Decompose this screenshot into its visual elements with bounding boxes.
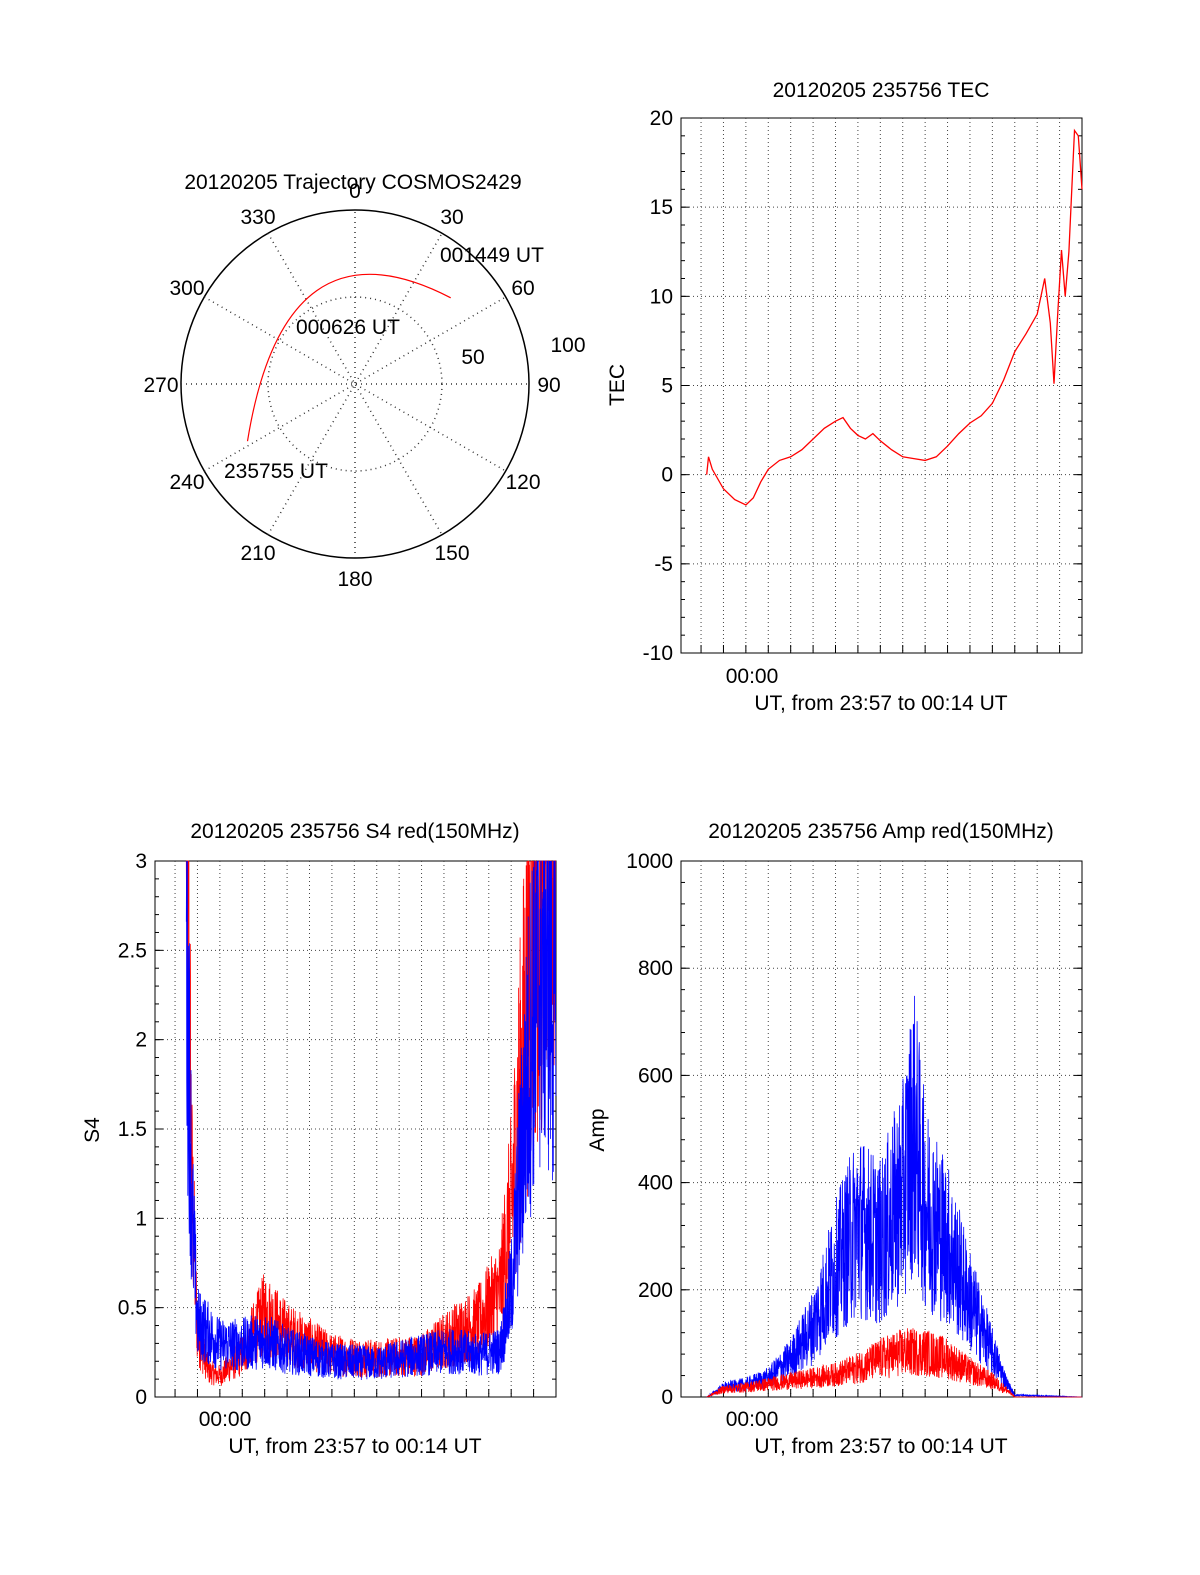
polar-azimuth-label: 210: [240, 542, 275, 565]
polar-azimuth-label: 60: [511, 277, 534, 300]
polar-spoke: [267, 232, 443, 536]
amp-axes-frame: [680, 860, 1083, 1398]
s4-series: [185, 860, 557, 1386]
s4-y-tick-label: 3: [135, 850, 147, 873]
amp-series: [706, 995, 1082, 1399]
amp-y-tick-label: 0: [661, 1386, 673, 1409]
amp-y-tick-label: 600: [638, 1064, 673, 1087]
s4-y-tick-label: 2.5: [118, 939, 147, 962]
tec-y-tick-label: 0: [661, 464, 673, 487]
s4-line-0: [185, 860, 556, 1386]
tec-line-0: [706, 128, 1083, 506]
amp-ylabel: Amp: [586, 1108, 609, 1151]
polar-azimuth-label: 270: [143, 374, 178, 397]
amp-y-tick-label: 200: [638, 1279, 673, 1302]
s4-y-tick-label: 1.5: [118, 1118, 147, 1141]
polar-azimuth-label: 330: [240, 206, 275, 229]
tec-y-tick-label: 5: [661, 375, 673, 398]
amp-xlabel: UT, from 23:57 to 00:14 UT: [754, 1435, 1007, 1458]
tec-y-tick-label: -10: [643, 642, 673, 665]
polar-azimuth-label: 240: [169, 471, 204, 494]
polar-radial-label-100: 100: [550, 334, 585, 357]
tec-title: 20120205 235756 TEC: [773, 79, 990, 102]
tec-y-tick-label: 15: [650, 196, 673, 219]
polar-azimuth-labels: 0 30 60 90 120 150 180 210 240 270 300 330: [143, 180, 560, 591]
s4-chart: 20120205 235756 S4 red(150MHz) 0 0.5 1 1.5 2…: [81, 820, 557, 1458]
s4-ylabel: S4: [81, 1117, 104, 1143]
amp-x-tick-label: 00:00: [726, 1408, 779, 1431]
tec-chart: 20120205 235756 TEC -10 -5 0 5 10 15 20 TEC 00…: [606, 79, 1083, 715]
s4-x-tick-label: 00:00: [199, 1408, 252, 1431]
polar-annotation-end: 001449 UT: [440, 244, 544, 267]
amp-title: 20120205 235756 Amp red(150MHz): [708, 820, 1054, 843]
polar-grid: [180, 209, 530, 559]
amp-y-tick-label: 400: [638, 1172, 673, 1195]
polar-annotation-start: 235755 UT: [224, 460, 328, 483]
polar-azimuth-label: 30: [440, 206, 463, 229]
amp-grid: [680, 860, 1083, 1398]
polar-azimuth-label: 300: [169, 277, 204, 300]
polar-spoke: [267, 232, 443, 536]
tec-y-tick-labels: -10 -5 0 5 10 15 20: [643, 107, 673, 665]
polar-azimuth-label: 120: [505, 471, 540, 494]
tec-x-tick-label: 00:00: [726, 665, 779, 688]
polar-azimuth-label: 90: [537, 374, 560, 397]
tec-xlabel: UT, from 23:57 to 00:14 UT: [754, 692, 1007, 715]
s4-y-tick-label: 0: [135, 1386, 147, 1409]
amp-y-tick-label: 800: [638, 957, 673, 980]
polar-azimuth-label: 150: [434, 542, 469, 565]
s4-y-tick-labels: 0 0.5 1 1.5 2 2.5 3: [118, 850, 147, 1409]
amp-line-1: [706, 1328, 1082, 1398]
s4-line-1: [185, 860, 557, 1381]
polar-track: [246, 273, 451, 442]
polar-radial-label-50: 50: [461, 346, 484, 369]
amp-y-tick-label: 1000: [626, 850, 673, 873]
tec-series: [706, 128, 1083, 506]
amp-y-tick-labels: 0 200 400 600 800 1000: [626, 850, 673, 1409]
tec-ylabel: TEC: [606, 364, 629, 406]
s4-y-tick-label: 0.5: [118, 1297, 147, 1320]
polar-spoke: [203, 296, 507, 472]
polar-spoke: [203, 296, 507, 472]
tec-y-tick-label: 20: [650, 107, 673, 130]
polar-azimuth-label: 180: [337, 568, 372, 591]
polar-chart: 20120205 Trajectory COSMOS2429 0 30 60 90 12…: [143, 171, 585, 591]
tec-y-tick-label: 10: [650, 285, 673, 308]
s4-title: 20120205 235756 S4 red(150MHz): [190, 820, 519, 843]
tec-y-tick-label: -5: [654, 553, 673, 576]
tec-grid: [680, 117, 1083, 654]
s4-y-tick-label: 1: [135, 1207, 147, 1230]
polar-azimuth-label: 0: [349, 180, 361, 203]
s4-xlabel: UT, from 23:57 to 00:14 UT: [228, 1435, 481, 1458]
s4-grid: [154, 860, 557, 1398]
polar-title: 20120205 Trajectory COSMOS2429: [184, 171, 521, 194]
polar-annotation-mid: 000626 UT: [296, 316, 400, 339]
amp-line-0: [706, 995, 1082, 1399]
amp-chart: 20120205 235756 Amp red(150MHz) 0 200 400 6…: [586, 820, 1083, 1458]
s4-y-tick-label: 2: [135, 1029, 147, 1052]
